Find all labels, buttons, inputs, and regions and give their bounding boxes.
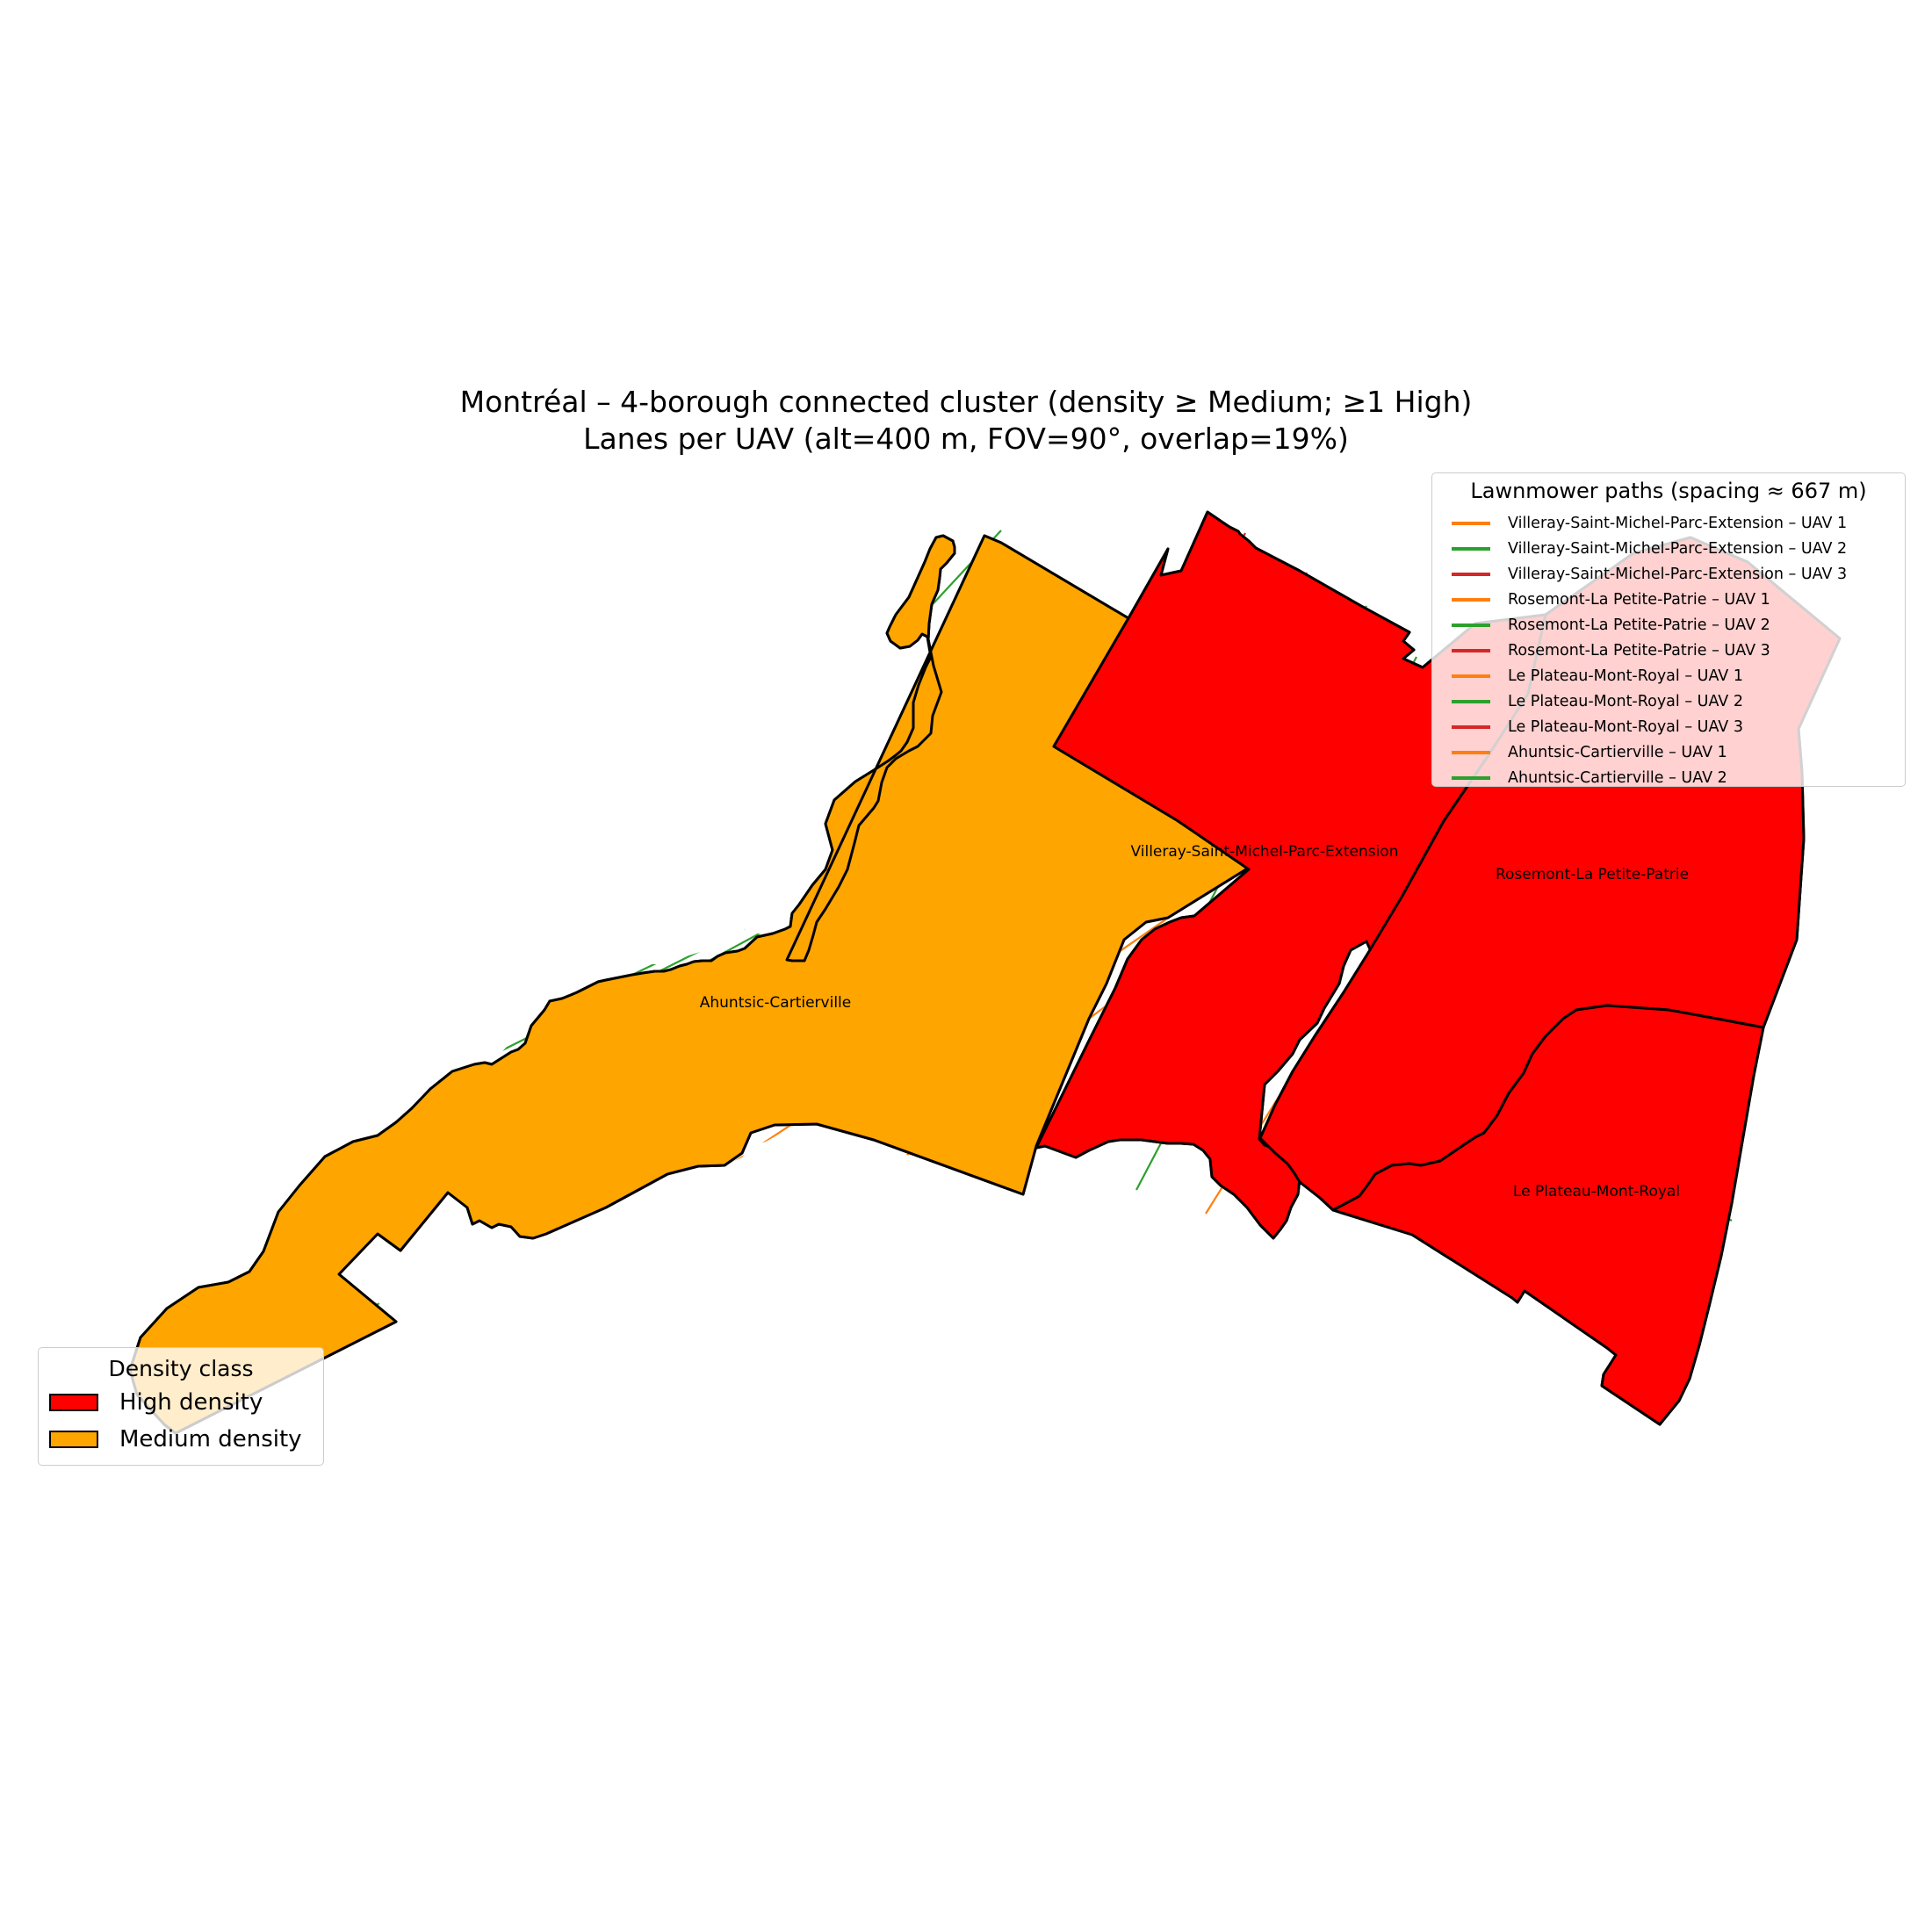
lanes-legend-item: Rosemont-La Petite-Patrie – UAV 1 bbox=[1452, 587, 1770, 612]
line-swatch-icon bbox=[1452, 546, 1490, 551]
lanes-legend-item: Le Plateau-Mont-Royal – UAV 2 bbox=[1452, 688, 1743, 714]
lanes-legend-label: Villeray-Saint-Michel-Parc-Extension – U… bbox=[1508, 565, 1848, 583]
lanes-legend-label: Ahuntsic-Cartierville – UAV 2 bbox=[1508, 768, 1727, 787]
lanes-legend-label: Ahuntsic-Cartierville – UAV 1 bbox=[1508, 743, 1727, 761]
title-line-1: Montréal – 4-borough connected cluster (… bbox=[459, 385, 1473, 419]
density-legend-item: Medium density bbox=[49, 1426, 302, 1453]
lanes-legend-item: Le Plateau-Mont-Royal – UAV 1 bbox=[1452, 663, 1743, 688]
lanes-legend-item: Villeray-Saint-Michel-Parc-Extension – U… bbox=[1452, 561, 1847, 587]
color-swatch-icon bbox=[49, 1394, 98, 1411]
density-legend-label: High density bbox=[119, 1389, 263, 1416]
line-swatch-icon bbox=[1452, 521, 1490, 525]
line-swatch-icon bbox=[1452, 750, 1490, 754]
lanes-legend-label: Le Plateau-Mont-Royal – UAV 3 bbox=[1508, 717, 1743, 736]
line-swatch-icon bbox=[1452, 648, 1490, 652]
line-swatch-icon bbox=[1452, 699, 1490, 703]
line-swatch-icon bbox=[1452, 775, 1490, 780]
lanes-legend-label: Villeray-Saint-Michel-Parc-Extension – U… bbox=[1508, 514, 1848, 532]
color-swatch-icon bbox=[49, 1431, 98, 1448]
density-legend-item: High density bbox=[49, 1389, 263, 1416]
lanes-legend-item: Ahuntsic-Cartierville – UAV 1 bbox=[1452, 739, 1727, 765]
lanes-legend-label: Le Plateau-Mont-Royal – UAV 2 bbox=[1508, 692, 1743, 710]
lanes-legend-item: Rosemont-La Petite-Patrie – UAV 2 bbox=[1452, 612, 1770, 638]
line-swatch-icon bbox=[1452, 623, 1490, 627]
lanes-legend-label: Le Plateau-Mont-Royal – UAV 1 bbox=[1508, 667, 1743, 685]
borough-label-rosemont-la-petite-patrie: Rosemont-La Petite-Patrie bbox=[1496, 866, 1689, 883]
lanes-legend-item: Villeray-Saint-Michel-Parc-Extension – U… bbox=[1452, 536, 1847, 561]
lanes-legend-label: Rosemont-La Petite-Patrie – UAV 3 bbox=[1508, 641, 1770, 660]
lanes-legend-label: Rosemont-La Petite-Patrie – UAV 2 bbox=[1508, 616, 1770, 634]
density-legend-label: Medium density bbox=[119, 1426, 302, 1453]
title-line-2: Lanes per UAV (alt=400 m, FOV=90°, overl… bbox=[583, 422, 1349, 456]
lanes-legend-title: Lawnmower paths (spacing ≈ 667 m) bbox=[1470, 479, 1867, 503]
lanes-legend-label: Rosemont-La Petite-Patrie – UAV 1 bbox=[1508, 590, 1770, 609]
lanes-legend: Lawnmower paths (spacing ≈ 667 m) Viller… bbox=[1431, 472, 1906, 787]
lanes-legend-item: Le Plateau-Mont-Royal – UAV 3 bbox=[1452, 714, 1743, 739]
line-swatch-icon bbox=[1452, 724, 1490, 729]
map-title: Montréal – 4-borough connected cluster (… bbox=[0, 384, 1932, 458]
borough-label-le-plateau-mont-royal: Le Plateau-Mont-Royal bbox=[1513, 1183, 1680, 1200]
borough-label-ahuntsic-cartierville: Ahuntsic-Cartierville bbox=[700, 994, 851, 1012]
line-swatch-icon bbox=[1452, 674, 1490, 678]
density-legend-title: Density class bbox=[108, 1356, 254, 1381]
borough-label-villeray-saint-michel-parc-extension: Villeray-Saint-Michel-Parc-Extension bbox=[1131, 843, 1399, 861]
lanes-legend-item: Ahuntsic-Cartierville – UAV 2 bbox=[1452, 765, 1727, 790]
density-legend: Density class High density Medium density bbox=[38, 1347, 324, 1466]
lanes-legend-item: Rosemont-La Petite-Patrie – UAV 3 bbox=[1452, 638, 1770, 663]
line-swatch-icon bbox=[1452, 572, 1490, 576]
line-swatch-icon bbox=[1452, 597, 1490, 602]
lanes-legend-label: Villeray-Saint-Michel-Parc-Extension – U… bbox=[1508, 539, 1848, 558]
lanes-legend-item: Villeray-Saint-Michel-Parc-Extension – U… bbox=[1452, 510, 1847, 536]
